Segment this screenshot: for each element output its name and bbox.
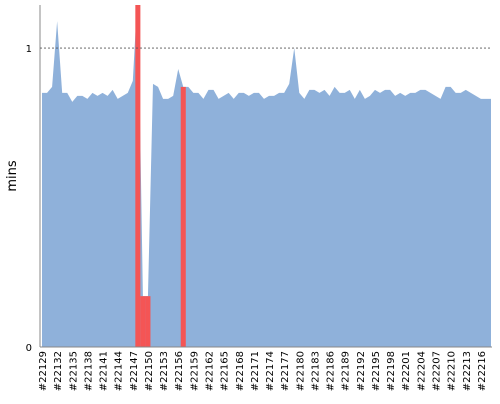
x-tick-label: #22207: [432, 351, 443, 391]
y-axis-label: mins: [5, 160, 20, 192]
y-tick-label: 1: [26, 44, 32, 55]
x-tick-label: #22201: [401, 351, 412, 391]
x-tick-label: #22186: [326, 351, 337, 391]
x-tick-label: #22195: [371, 351, 382, 391]
x-tick-label: #22189: [341, 351, 352, 391]
x-tick-label: #22162: [204, 351, 215, 391]
bar: [145, 296, 151, 347]
x-tick-label: #22132: [53, 351, 64, 391]
x-tick-label: #22183: [310, 351, 321, 391]
x-tick-label: #22171: [250, 351, 261, 391]
x-tick-label: #22138: [83, 351, 94, 391]
x-tick-label: #22129: [38, 351, 49, 391]
x-tick-label: #22192: [356, 351, 367, 391]
x-tick-label: #22174: [265, 351, 276, 391]
x-tick-label: #22147: [129, 351, 140, 391]
x-tick-label: #22213: [462, 351, 473, 391]
x-tick-label: #22177: [280, 351, 291, 391]
x-tick-label: #22210: [447, 351, 458, 391]
x-tick-label: #22150: [144, 351, 155, 391]
x-tick-label: #22165: [220, 351, 231, 391]
plot-area: [42, 5, 491, 347]
x-tick-label: #22168: [235, 351, 246, 391]
x-tick-label: #22198: [386, 351, 397, 391]
bar: [135, 5, 141, 347]
area: [42, 5, 491, 347]
x-tick-label: #22156: [174, 351, 185, 391]
bar: [140, 296, 146, 347]
x-tick-label: #22135: [68, 351, 79, 391]
x-tick-label: #22204: [416, 351, 427, 391]
x-tick-label: #22144: [114, 351, 125, 391]
x-tick-label: #22180: [295, 351, 306, 391]
x-tick-label: #22159: [189, 351, 200, 391]
y-tick-label: 0: [26, 343, 32, 354]
bar: [180, 86, 186, 347]
x-tick-label: #22216: [477, 351, 488, 391]
x-tick-label: #22141: [99, 351, 110, 391]
x-tick-label: #22153: [159, 351, 170, 391]
